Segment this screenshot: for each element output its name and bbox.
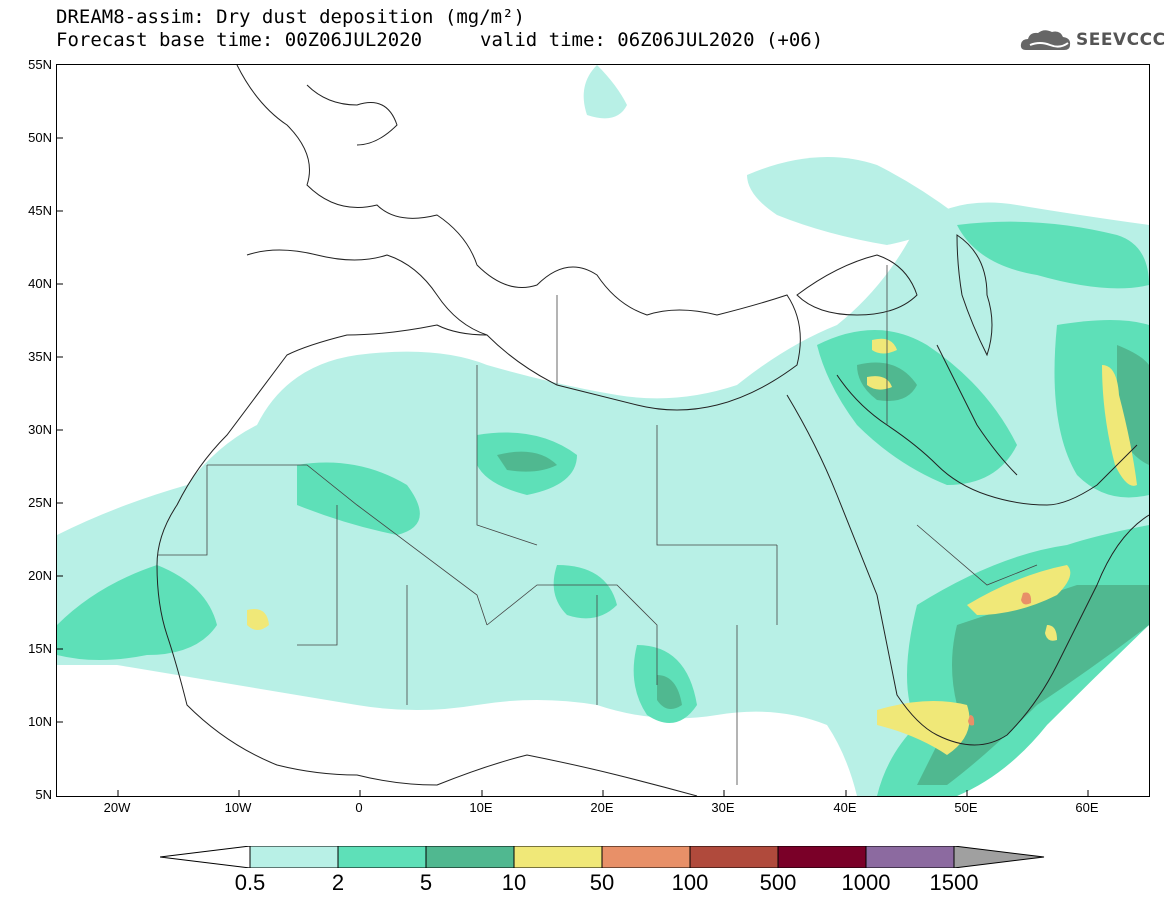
- seevccc-logo: SEEVCCC: [1018, 26, 1165, 56]
- colorbar-bin-3: [425, 846, 515, 868]
- lat-label-20n: 20N: [28, 568, 52, 583]
- logo-text: SEEVCCC: [1076, 30, 1165, 50]
- colorbar-bin-8: [865, 846, 955, 868]
- lon-label-20w: 20W: [103, 800, 131, 815]
- lat-label-5n: 5N: [35, 787, 52, 802]
- colorbar-label-500: 500: [759, 870, 797, 895]
- colorbar-label-1000: 1000: [841, 870, 891, 895]
- lon-label-60e: 60E: [1075, 800, 1099, 815]
- colorbar: [160, 846, 1045, 868]
- colorbar-bin-6: [689, 846, 779, 868]
- colorbar-label-2: 2: [331, 870, 345, 895]
- colorbar-label-50: 50: [589, 870, 615, 895]
- lat-label-50n: 50N: [28, 130, 52, 145]
- colorbar-label-100: 100: [671, 870, 709, 895]
- lon-label-40e: 40E: [833, 800, 857, 815]
- colorbar-label-10: 10: [501, 870, 527, 895]
- cloud-icon: [1020, 30, 1071, 50]
- lon-label-10e: 10E: [469, 800, 493, 815]
- colorbar-arrow-high: [953, 846, 1045, 868]
- valid-time: valid time: 06Z06JUL2020 (+06): [480, 29, 824, 51]
- colorbar-arrow-low: [160, 846, 251, 868]
- lon-label-0: 0: [355, 800, 363, 815]
- lon-label-20e: 20E: [590, 800, 614, 815]
- dust-field: [57, 65, 1149, 796]
- colorbar-bin-5: [601, 846, 691, 868]
- dust-deposition-map: [56, 64, 1150, 797]
- colorbar-label-5: 5: [419, 870, 433, 895]
- lon-label-10w: 10W: [224, 800, 252, 815]
- forecast-base-time: Forecast base time: 00Z06JUL2020: [56, 29, 423, 51]
- graticule-ticks: [57, 137, 1089, 796]
- lat-label-25n: 25N: [28, 495, 52, 510]
- lon-label-50e: 50E: [954, 800, 978, 815]
- lat-label-15n: 15N: [28, 641, 52, 656]
- lat-label-40n: 40N: [28, 276, 52, 291]
- colorbar-label-0-5: 0.5: [234, 870, 266, 895]
- colorbar-bin-2: [337, 846, 427, 868]
- lat-label-55n: 55N: [28, 57, 52, 72]
- map-title: DREAM8-assim: Dry dust deposition (mg/m²…: [56, 6, 525, 28]
- lon-label-30e: 30E: [711, 800, 735, 815]
- country-borders: [157, 265, 1038, 785]
- colorbar-bin-7: [777, 846, 867, 868]
- colorbar-label-1500: 1500: [929, 870, 979, 895]
- lat-label-30n: 30N: [28, 422, 52, 437]
- colorbar-bin-1: [249, 846, 339, 868]
- lat-label-35n: 35N: [28, 349, 52, 364]
- lat-label-45n: 45N: [28, 203, 52, 218]
- colorbar-bin-4: [513, 846, 603, 868]
- lat-label-10n: 10N: [28, 714, 52, 729]
